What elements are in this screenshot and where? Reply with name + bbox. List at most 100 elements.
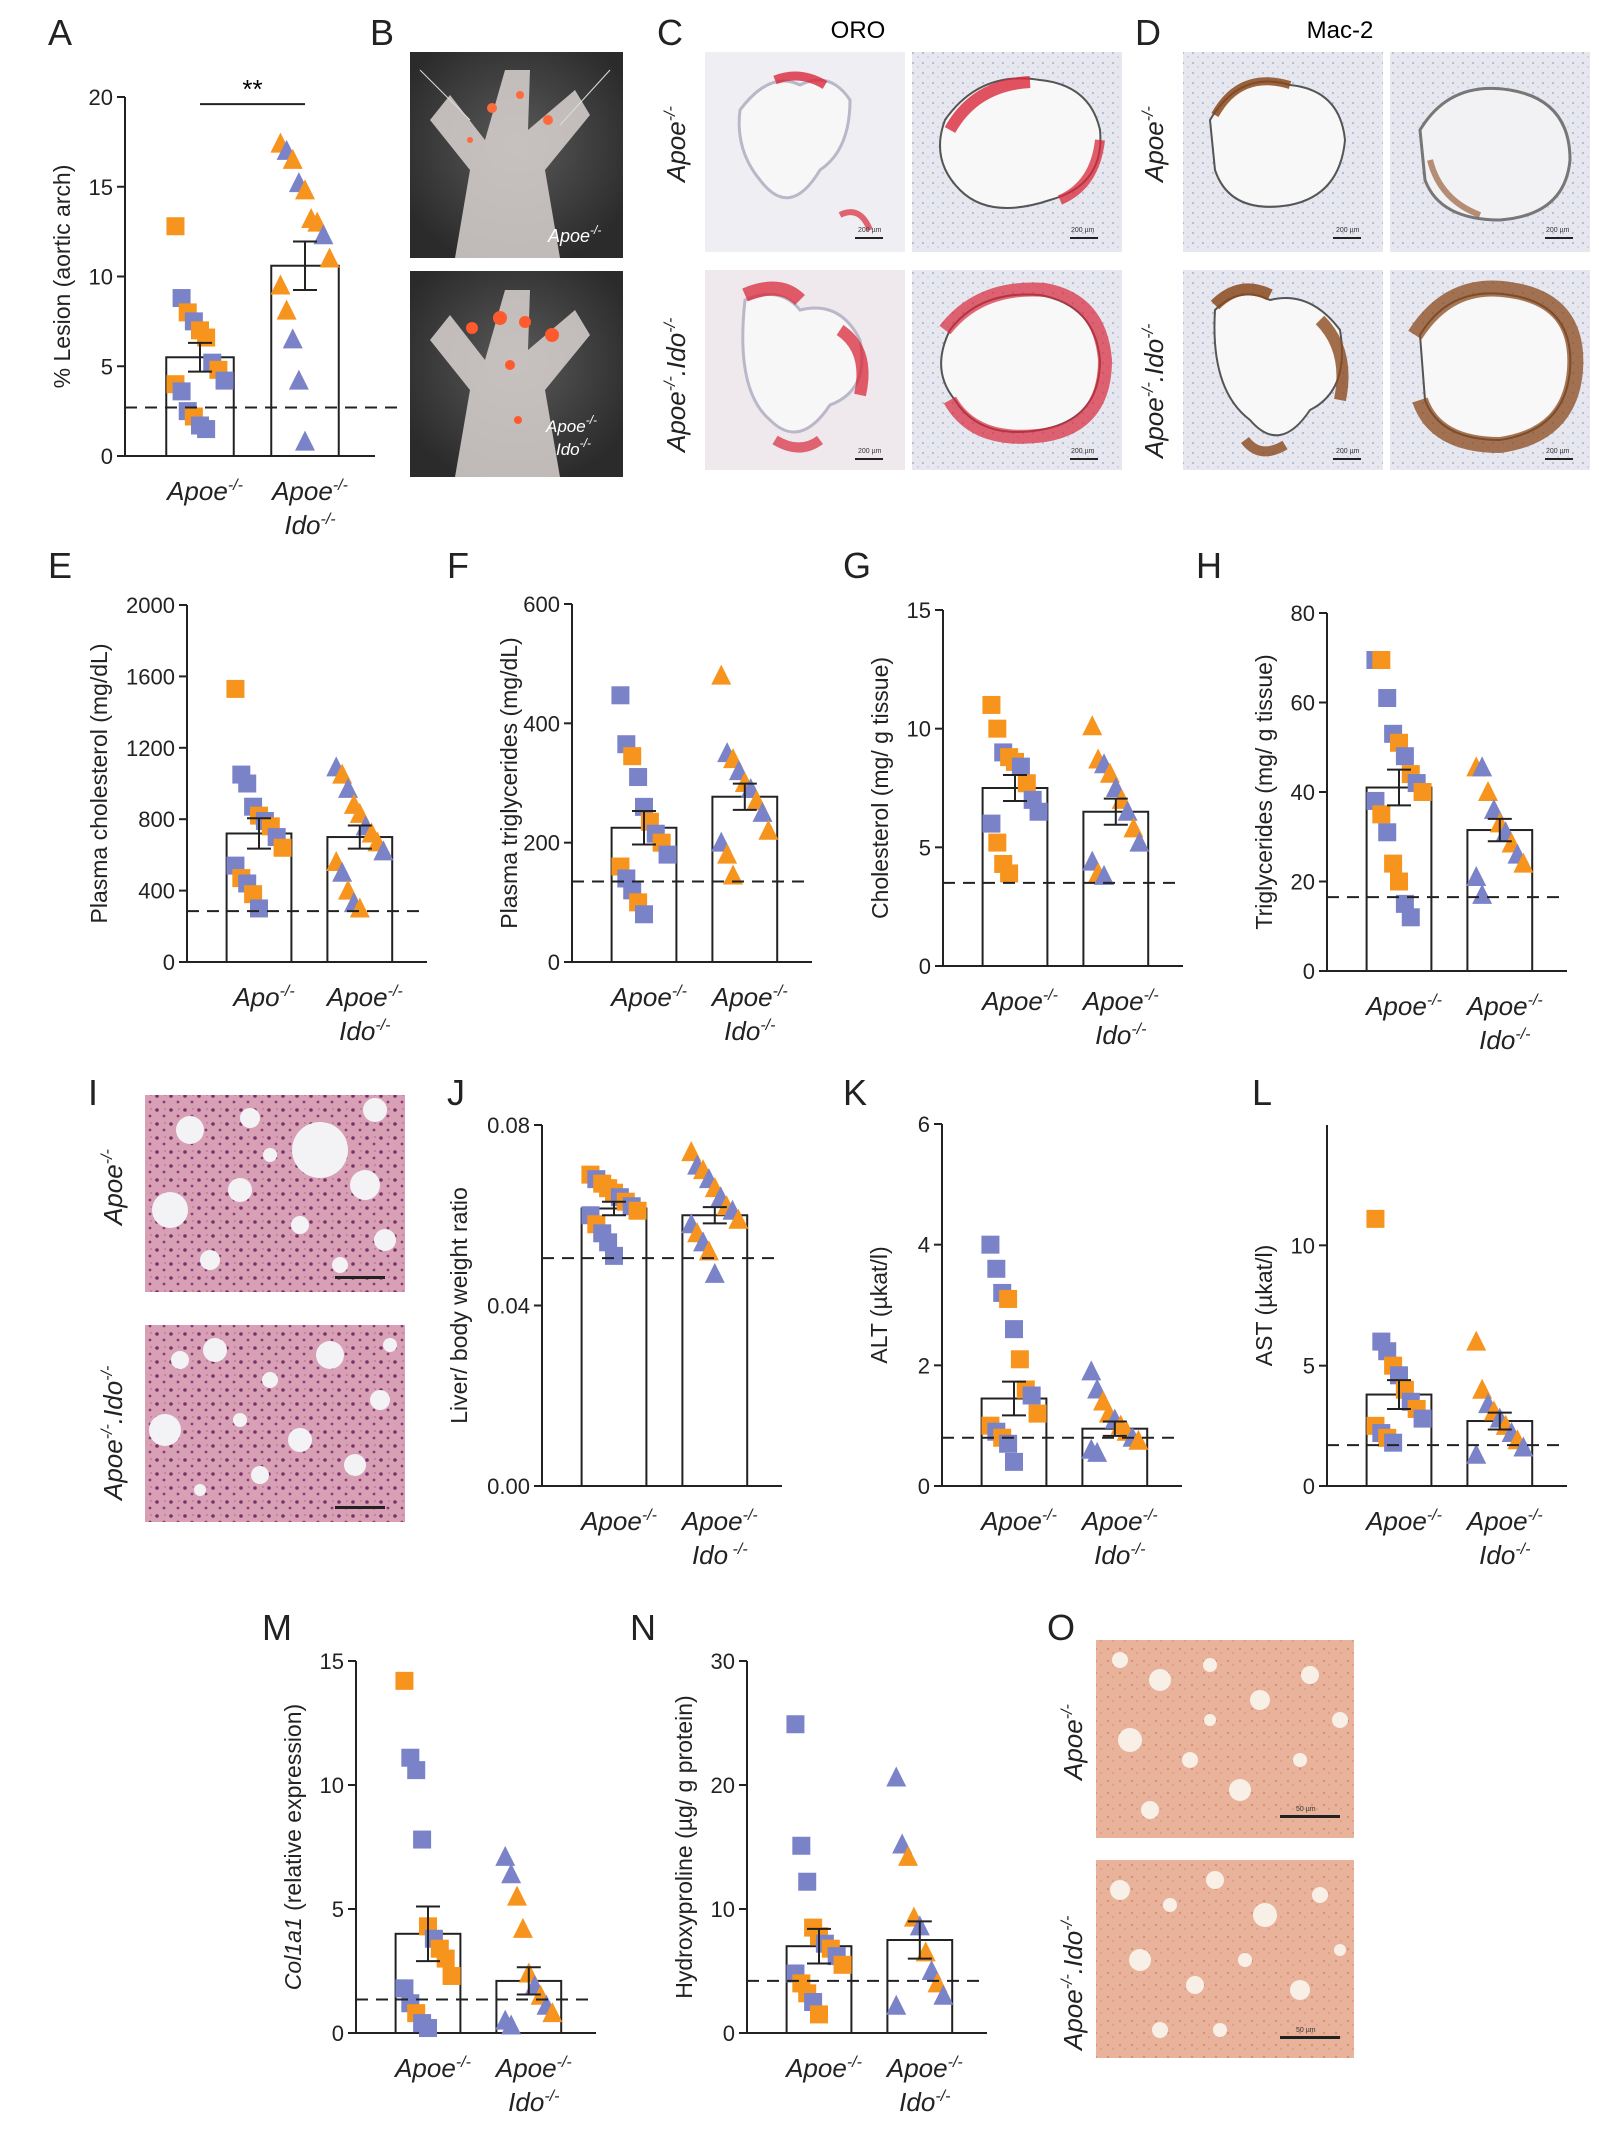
data-point-triangle (1513, 852, 1534, 873)
y-axis-label: % Lesion (aortic arch) (49, 165, 75, 389)
x-tick-label: Apoe-/- (1364, 1506, 1442, 1536)
y-tick-label: 0 (723, 2021, 735, 2046)
y-tick-label: 40 (1291, 780, 1315, 805)
data-point-square (628, 1201, 647, 1220)
y-tick-label: 0 (548, 950, 560, 975)
panel-letter-H: H (1196, 545, 1222, 586)
data-point-square (395, 1979, 414, 1998)
oro-scale-1: 200 µm (858, 227, 882, 234)
data-point-triangle (507, 1885, 528, 1906)
data-point-triangle (332, 763, 353, 784)
y-axis-label: ALT (µkat/l) (866, 1246, 892, 1363)
mac2-scale-3: 200 µm (1336, 448, 1360, 455)
data-point-triangle (501, 2014, 522, 2035)
y-tick-label: 20 (1291, 870, 1315, 895)
panel-letter-K: K (843, 1072, 867, 1113)
mac2-scale-4: 200 µm (1546, 448, 1570, 455)
data-point-triangle (1472, 883, 1493, 904)
panel-O-sirius-images: Apoe-/- Apoe-/-.Ido-/- 50 µm 50 µm (1058, 1640, 1354, 2058)
x-tick-label: Apoe-/- (579, 1506, 657, 1536)
data-point-triangle (704, 1262, 725, 1283)
x-tick-label: Apoe-/- (270, 476, 348, 506)
data-point-square (1005, 1452, 1023, 1471)
data-point-square (1378, 823, 1397, 842)
data-point-square (982, 695, 1001, 714)
x-tick-label-line2: Ido-/- (724, 1016, 775, 1046)
data-point-square (611, 686, 630, 705)
sirius-scale-2: 50 µm (1296, 2027, 1316, 2034)
data-point-triangle (1094, 864, 1115, 885)
oro-row-label-apoe: Apoe-/- (661, 106, 691, 184)
y-axis-label: Liver/ body weight ratio (446, 1187, 472, 1424)
x-tick-label: Apo-/- (231, 982, 294, 1012)
data-point-triangle (338, 777, 359, 798)
he-row-label-apoe-ido: Apoe-/-.Ido-/- (98, 1366, 128, 1502)
x-tick-label: Apoe-/- (165, 476, 243, 506)
data-point-triangle (1478, 781, 1499, 801)
oro-scale-3: 200 µm (858, 448, 882, 455)
y-tick-label: 0 (163, 950, 175, 975)
data-point-triangle (295, 179, 315, 200)
chart-A: 0 5 10 15 20 % Lesion (aortic arch) Apoe-/- Apo… (49, 74, 405, 540)
panel-letter-B: B (370, 12, 394, 53)
significance-stars: ** (242, 74, 262, 104)
panel-B-photos: Apoe-/- Apoe-/- Ido-/- (410, 52, 623, 477)
data-point-square (407, 1761, 426, 1780)
data-point-triangle (313, 224, 334, 245)
x-tick-label: Apoe-/- (325, 982, 403, 1012)
y-tick-label: 400 (138, 879, 175, 904)
y-tick-label: 60 (1291, 691, 1315, 716)
bar (681, 1214, 749, 1487)
bar (711, 795, 779, 963)
data-point-square (605, 1246, 623, 1265)
y-axis-label-italic: Col1a1 (280, 1911, 306, 1990)
panel-letter-N: N (630, 1607, 656, 1648)
panel-D-mac2-images: Mac-2 Apoe-/- Apoe-/-.Ido-/- 200 µm 200 … (1139, 17, 1590, 470)
data-point-triangle (1081, 1360, 1102, 1381)
y-tick-label: 30 (711, 1649, 735, 1674)
oro-scale-4: 200 µm (1071, 448, 1095, 455)
data-point-square (987, 1259, 1006, 1278)
data-point-square (1413, 1409, 1432, 1428)
data-point-triangle (1483, 798, 1504, 819)
mac2-title: Mac-2 (1307, 17, 1374, 44)
y-axis-label: Hydroxyproline (µg/ g protein) (671, 1695, 697, 1998)
x-tick-label-line2: Ido-/- (284, 510, 335, 540)
data-point-square (1028, 1404, 1047, 1423)
data-point-square (1384, 1433, 1403, 1452)
data-point-triangle (758, 819, 779, 840)
panel-letter-D: D (1135, 12, 1161, 53)
y-tick-label: 0 (1303, 959, 1315, 984)
data-point-square (1010, 1350, 1029, 1369)
y-axis-label: Triglycerides (mg/ g tissue) (1251, 654, 1277, 929)
x-tick-label: Apoe-/- (979, 1506, 1057, 1536)
y-tick-label: 4 (918, 1233, 930, 1258)
y-tick-label: 2 (918, 1353, 930, 1378)
data-point-square (172, 382, 191, 401)
data-point-triangle (349, 897, 370, 918)
data-point-triangle (1472, 1378, 1493, 1399)
data-point-square (786, 1715, 805, 1734)
data-point-square (629, 768, 648, 787)
data-point-triangle (698, 1240, 719, 1261)
y-tick-label: 600 (523, 592, 560, 617)
y-tick-label: 10 (89, 265, 113, 290)
x-tick-label: Apoe-/- (980, 986, 1058, 1016)
x-tick-label: Apoe-/- (1081, 986, 1159, 1016)
y-tick-label: 0 (101, 444, 113, 469)
data-point-square (215, 371, 234, 390)
y-tick-label: 20 (89, 85, 113, 110)
data-point-triangle (723, 864, 744, 885)
y-tick-label: 0 (332, 2021, 344, 2046)
data-point-triangle (1129, 831, 1150, 852)
panel-letter-O: O (1047, 1607, 1075, 1648)
data-point-square (988, 719, 1007, 738)
bar (1082, 810, 1150, 967)
data-point-triangle (1472, 756, 1493, 777)
x-tick-label-line2: Ido-/- (899, 2087, 950, 2117)
data-point-square (1011, 757, 1030, 776)
data-point-square (658, 845, 677, 864)
data-point-triangle (1123, 817, 1144, 838)
